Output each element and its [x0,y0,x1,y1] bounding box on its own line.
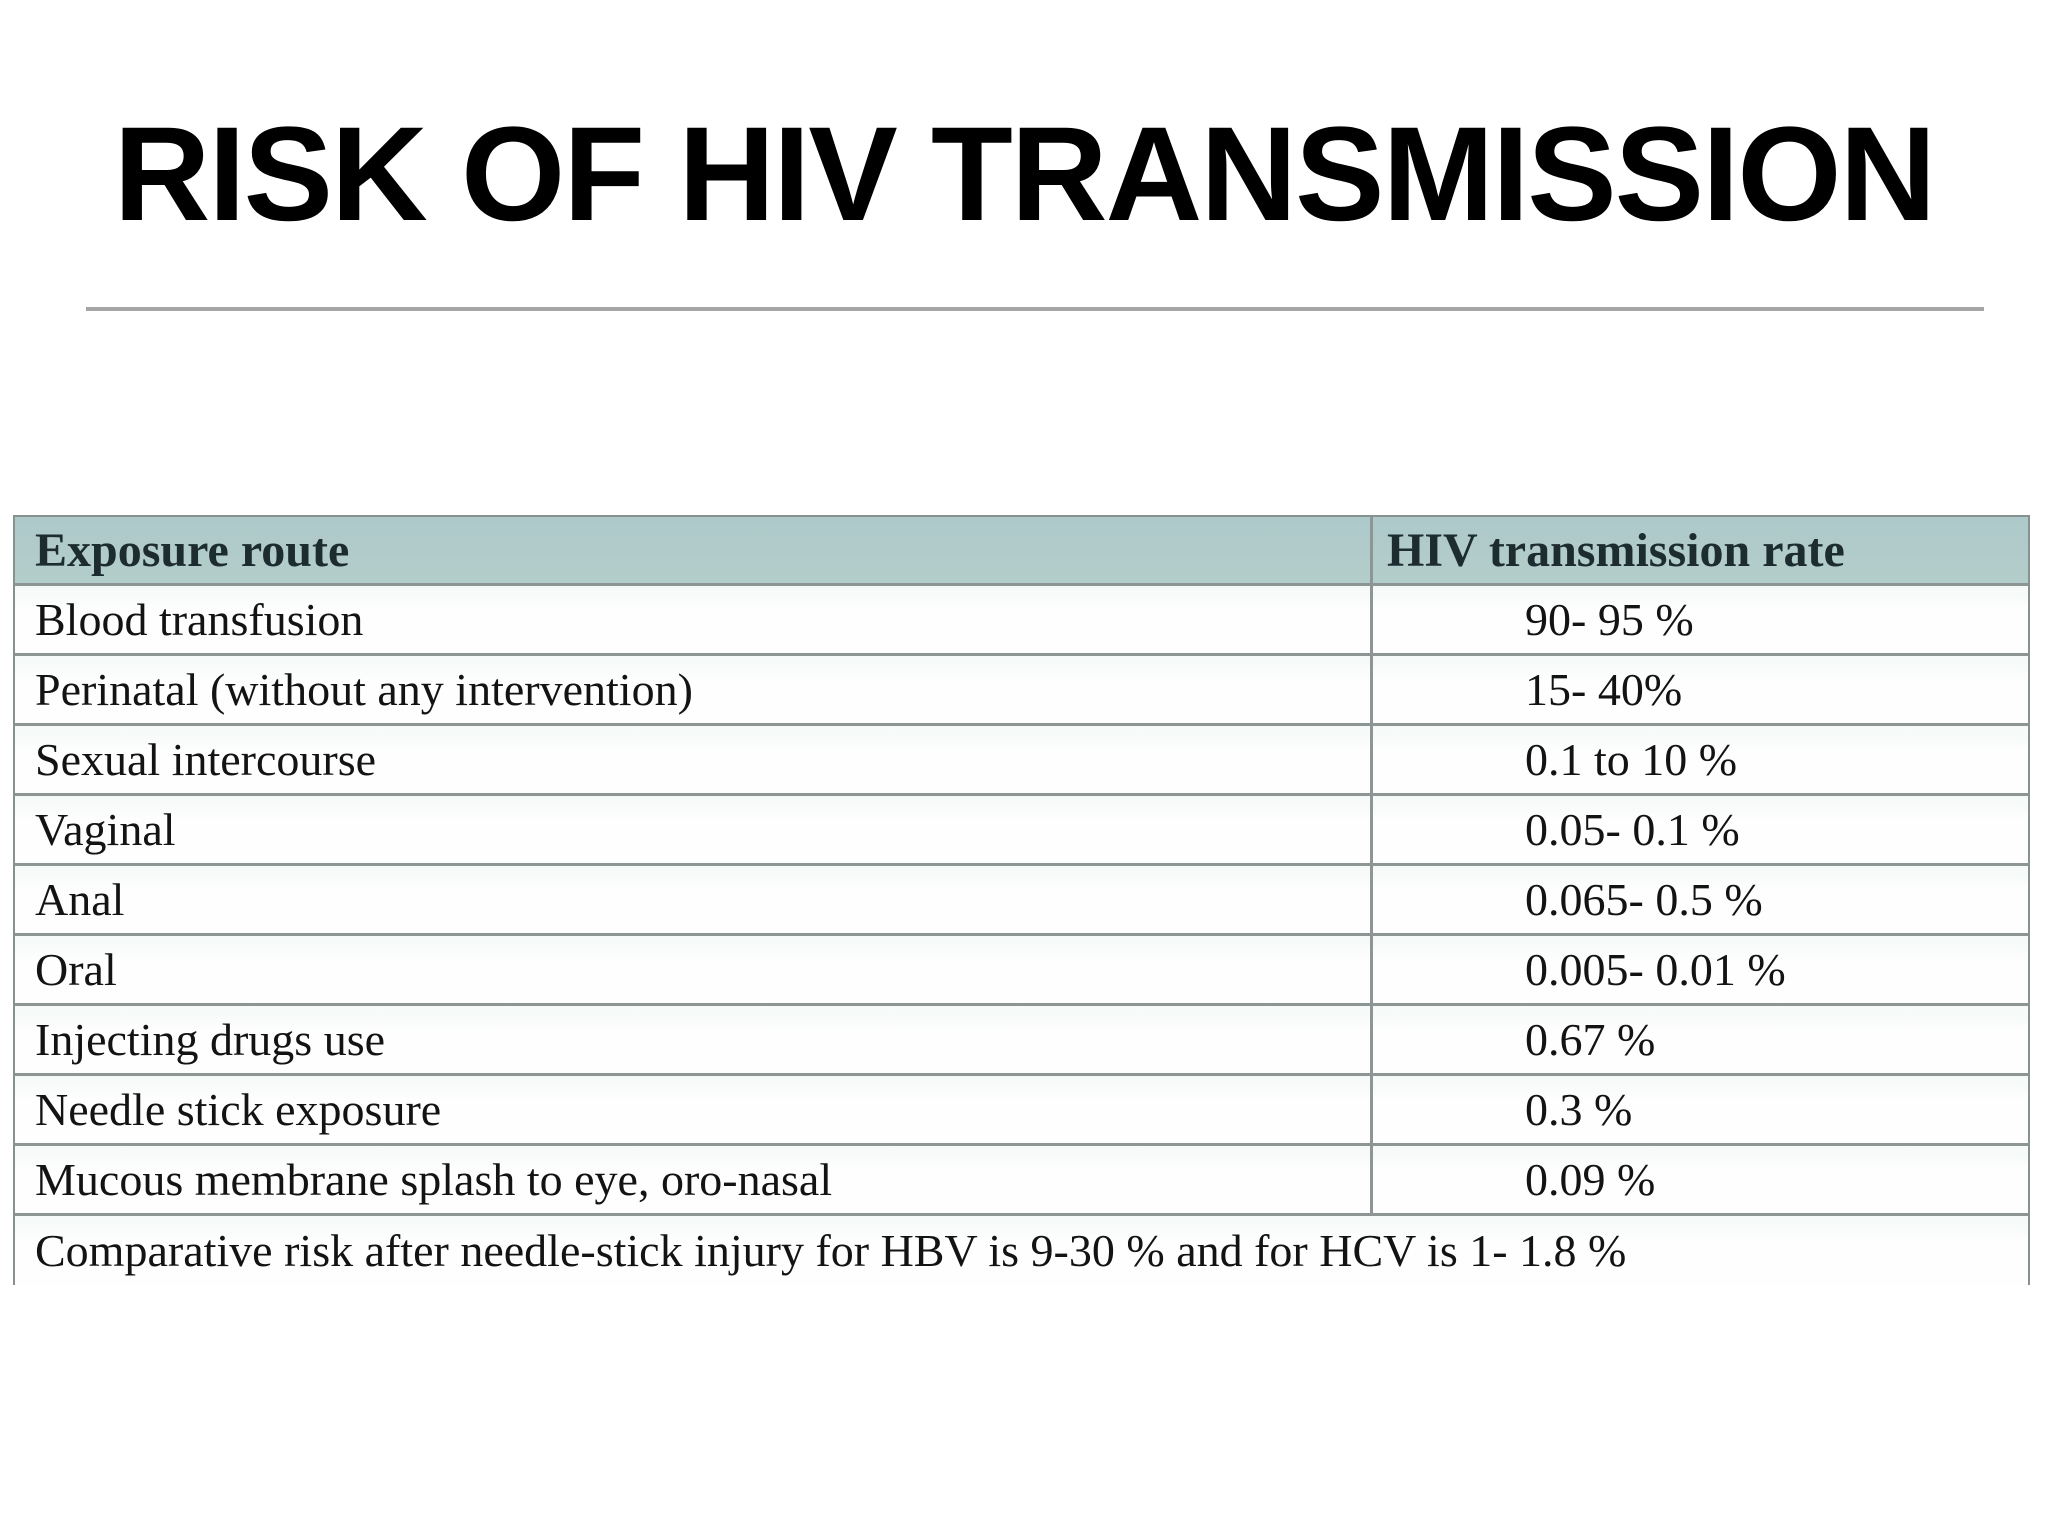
column-header-transmission-rate: HIV transmission rate [1370,517,2028,583]
cell-rate: 0.05- 0.1 % [1370,796,2028,863]
slide-title: RISK OF HIV TRANSMISSION [113,100,1937,249]
cell-rate: 0.67 % [1370,1006,2028,1073]
table-row: Injecting drugs use 0.67 % [15,1003,2028,1073]
column-header-exposure-route: Exposure route [35,523,350,577]
table-footer-note-row: Comparative risk after needle-stick inju… [15,1213,2028,1285]
table-row: Needle stick exposure 0.3 % [15,1073,2028,1143]
cell-route: Injecting drugs use [35,1014,386,1065]
cell-route: Vaginal [35,804,176,855]
table-row: Anal 0.065- 0.5 % [15,863,2028,933]
cell-rate: 90- 95 % [1370,586,2028,653]
table-row: Perinatal (without any intervention) 15-… [15,653,2028,723]
cell-route: Needle stick exposure [35,1084,442,1135]
cell-route: Sexual intercourse [35,734,377,785]
cell-rate: 0.1 to 10 % [1370,726,2028,793]
cell-route: Perinatal (without any intervention) [35,664,693,715]
cell-rate: 0.3 % [1370,1076,2028,1143]
cell-rate: 15- 40% [1370,656,2028,723]
cell-rate: 0.005- 0.01 % [1370,936,2028,1003]
cell-rate: 0.09 % [1370,1146,2028,1213]
table-row: Oral 0.005- 0.01 % [15,933,2028,1003]
cell-route: Oral [35,944,117,995]
cell-route: Mucous membrane splash to eye, oro-nasal [35,1154,833,1205]
transmission-table: Exposure route HIV transmission rate Blo… [13,515,2030,1285]
footer-note: Comparative risk after needle-stick inju… [35,1225,1627,1276]
table-row: Sexual intercourse 0.1 to 10 % [15,723,2028,793]
table-row: Mucous membrane splash to eye, oro-nasal… [15,1143,2028,1213]
cell-route: Blood transfusion [35,594,364,645]
title-underline [86,307,1984,311]
table-row: Vaginal 0.05- 0.1 % [15,793,2028,863]
cell-route: Anal [35,874,125,925]
table-row: Blood transfusion 90- 95 % [15,583,2028,653]
table-header-row: Exposure route HIV transmission rate [15,517,2028,583]
cell-rate: 0.065- 0.5 % [1370,866,2028,933]
